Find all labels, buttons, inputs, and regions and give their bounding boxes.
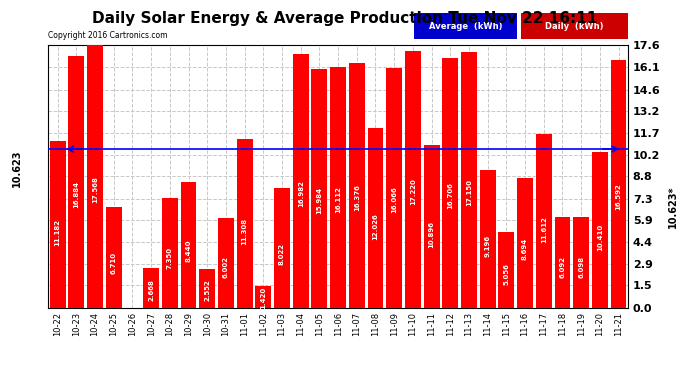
Text: 11.308: 11.308 <box>241 218 248 245</box>
Bar <box>293 54 308 307</box>
Text: 6.098: 6.098 <box>578 255 584 278</box>
Bar <box>368 128 384 308</box>
Bar <box>330 67 346 308</box>
Text: 16.592: 16.592 <box>615 183 622 210</box>
Bar <box>218 218 234 308</box>
Bar <box>461 52 477 308</box>
Text: 11.182: 11.182 <box>55 219 61 246</box>
Text: 16.706: 16.706 <box>447 182 453 209</box>
Text: 16.376: 16.376 <box>354 184 359 211</box>
Text: 5.056: 5.056 <box>504 262 509 285</box>
Text: 17.150: 17.150 <box>466 179 472 206</box>
Bar <box>274 188 290 308</box>
Text: 12.026: 12.026 <box>373 213 379 240</box>
Bar <box>349 63 365 308</box>
Text: Copyright 2016 Cartronics.com: Copyright 2016 Cartronics.com <box>48 31 168 40</box>
Text: 2.552: 2.552 <box>204 279 210 301</box>
Bar <box>386 68 402 308</box>
Text: 6.002: 6.002 <box>223 256 229 278</box>
Text: 7.350: 7.350 <box>167 247 172 269</box>
Text: 11.612: 11.612 <box>541 216 546 243</box>
Bar <box>87 45 103 308</box>
Bar <box>405 51 421 308</box>
Text: 10.623: 10.623 <box>12 150 22 188</box>
Bar <box>424 145 440 308</box>
Text: 10.410: 10.410 <box>597 224 603 251</box>
Text: 16.982: 16.982 <box>297 180 304 207</box>
Bar <box>498 232 514 308</box>
Text: 10.896: 10.896 <box>428 221 435 248</box>
Text: 6.710: 6.710 <box>110 251 117 273</box>
Bar <box>573 216 589 308</box>
Text: Daily  (kWh): Daily (kWh) <box>545 22 604 31</box>
Text: 17.220: 17.220 <box>410 178 416 206</box>
Bar <box>50 141 66 308</box>
Bar <box>162 198 178 308</box>
Bar <box>555 217 571 308</box>
Text: 1.420: 1.420 <box>260 287 266 309</box>
Text: 2.668: 2.668 <box>148 279 154 300</box>
Text: 8.440: 8.440 <box>186 240 192 262</box>
FancyBboxPatch shape <box>521 13 628 39</box>
Bar <box>181 182 197 308</box>
Text: 17.568: 17.568 <box>92 176 98 203</box>
Text: 10.623*: 10.623* <box>668 185 678 228</box>
Bar <box>480 170 495 308</box>
Bar <box>592 152 608 308</box>
Text: 16.884: 16.884 <box>73 181 79 208</box>
Text: 16.112: 16.112 <box>335 186 341 213</box>
Bar <box>144 268 159 308</box>
Text: 15.984: 15.984 <box>317 187 322 214</box>
Text: 6.092: 6.092 <box>560 256 566 278</box>
Bar <box>311 69 327 308</box>
Text: 16.066: 16.066 <box>391 186 397 213</box>
Bar <box>517 178 533 308</box>
Text: 8.694: 8.694 <box>522 238 528 260</box>
Bar <box>536 134 552 308</box>
FancyBboxPatch shape <box>414 13 517 39</box>
Bar <box>199 269 215 308</box>
Bar <box>255 286 271 308</box>
Text: 8.022: 8.022 <box>279 243 285 265</box>
Text: Daily Solar Energy & Average Production Tue Nov 22 16:11: Daily Solar Energy & Average Production … <box>92 11 598 26</box>
Bar <box>237 139 253 308</box>
Text: Average  (kWh): Average (kWh) <box>428 22 502 31</box>
Bar <box>442 58 458 308</box>
Bar <box>611 60 627 308</box>
Bar <box>106 207 121 308</box>
Text: 9.196: 9.196 <box>484 235 491 257</box>
Bar <box>68 56 84 308</box>
